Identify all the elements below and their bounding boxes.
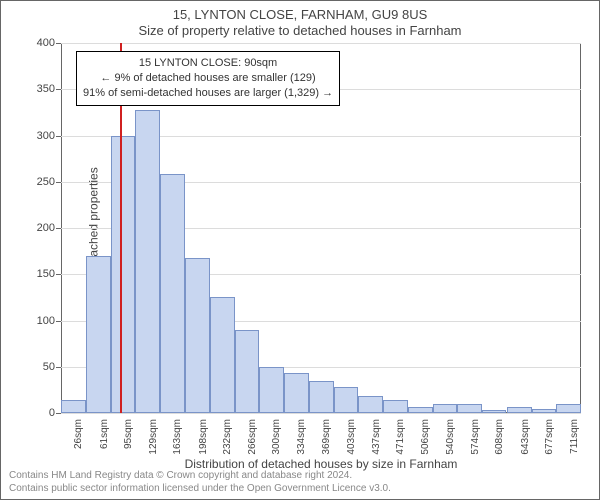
x-tick-label: 198sqm: [198, 419, 209, 455]
title-address: 15, LYNTON CLOSE, FARNHAM, GU9 8US: [1, 7, 599, 22]
x-tick-label: 232sqm: [222, 419, 233, 455]
histogram-bar: [383, 400, 408, 413]
histogram-bar: [61, 400, 86, 413]
x-tick-label: 677sqm: [544, 419, 555, 455]
histogram-bar: [235, 330, 260, 413]
histogram-bar: [556, 404, 581, 413]
grid-line: [61, 413, 581, 414]
y-tick-mark: [56, 136, 61, 137]
x-tick-label: 608sqm: [494, 419, 505, 455]
x-tick-label: 574sqm: [470, 419, 481, 455]
info-line-larger: 91% of semi-detached houses are larger (…: [83, 86, 333, 101]
histogram-bar: [433, 404, 458, 413]
info-line-title: 15 LYNTON CLOSE: 90sqm: [83, 56, 333, 71]
chart-container: 15, LYNTON CLOSE, FARNHAM, GU9 8US Size …: [0, 0, 600, 500]
histogram-bar: [185, 258, 210, 413]
histogram-bar: [160, 174, 185, 413]
y-tick-mark: [56, 89, 61, 90]
y-tick-label: 150: [15, 268, 55, 280]
x-tick-label: 300sqm: [271, 419, 282, 455]
x-tick-label: 163sqm: [172, 419, 183, 455]
y-tick-label: 100: [15, 315, 55, 327]
x-tick-label: 711sqm: [569, 419, 580, 454]
histogram-bar: [135, 110, 160, 413]
y-tick-label: 200: [15, 222, 55, 234]
y-tick-label: 0: [15, 407, 55, 419]
x-tick-label: 471sqm: [395, 419, 406, 455]
x-tick-label: 26sqm: [73, 419, 84, 449]
y-tick-label: 250: [15, 176, 55, 188]
x-tick-label: 643sqm: [520, 419, 531, 455]
grid-line: [61, 43, 581, 44]
y-tick-mark: [56, 228, 61, 229]
x-tick-label: 403sqm: [346, 419, 357, 455]
x-axis-label: Distribution of detached houses by size …: [61, 457, 581, 471]
histogram-bar: [532, 409, 557, 413]
x-tick-label: 334sqm: [296, 419, 307, 455]
x-tick-label: 95sqm: [123, 419, 134, 449]
histogram-bar: [358, 396, 383, 413]
y-tick-mark: [56, 367, 61, 368]
x-tick-label: 437sqm: [371, 419, 382, 455]
y-tick-label: 50: [15, 361, 55, 373]
x-tick-label: 506sqm: [420, 419, 431, 455]
histogram-bar: [408, 407, 433, 413]
y-tick-mark: [56, 43, 61, 44]
histogram-bar: [482, 410, 507, 413]
y-tick-label: 400: [15, 37, 55, 49]
histogram-bar: [210, 297, 235, 413]
credit-line-1: Contains HM Land Registry data © Crown c…: [9, 470, 352, 481]
histogram-bar: [457, 404, 482, 413]
x-tick-label: 61sqm: [99, 419, 110, 449]
y-tick-mark: [56, 413, 61, 414]
title-subtitle: Size of property relative to detached ho…: [1, 23, 599, 38]
y-tick-mark: [56, 182, 61, 183]
info-line-smaller: ← 9% of detached houses are smaller (129…: [83, 71, 333, 86]
histogram-bar: [309, 381, 334, 413]
credit-text: Contains HM Land Registry data © Crown c…: [9, 470, 391, 495]
x-tick-label: 369sqm: [321, 419, 332, 455]
histogram-bar: [284, 373, 309, 413]
y-tick-mark: [56, 274, 61, 275]
y-tick-label: 350: [15, 83, 55, 95]
histogram-bar: [259, 367, 284, 413]
x-tick-label: 266sqm: [247, 419, 258, 455]
x-tick-label: 540sqm: [445, 419, 456, 455]
histogram-bar: [507, 407, 532, 413]
histogram-bar: [86, 256, 111, 413]
info-box: 15 LYNTON CLOSE: 90sqm← 9% of detached h…: [76, 51, 340, 106]
y-tick-mark: [56, 321, 61, 322]
histogram-bar: [111, 136, 136, 414]
x-tick-label: 129sqm: [148, 419, 159, 455]
histogram-bar: [334, 387, 359, 413]
credit-line-2: Contains public sector information licen…: [9, 483, 391, 494]
y-tick-label: 300: [15, 130, 55, 142]
